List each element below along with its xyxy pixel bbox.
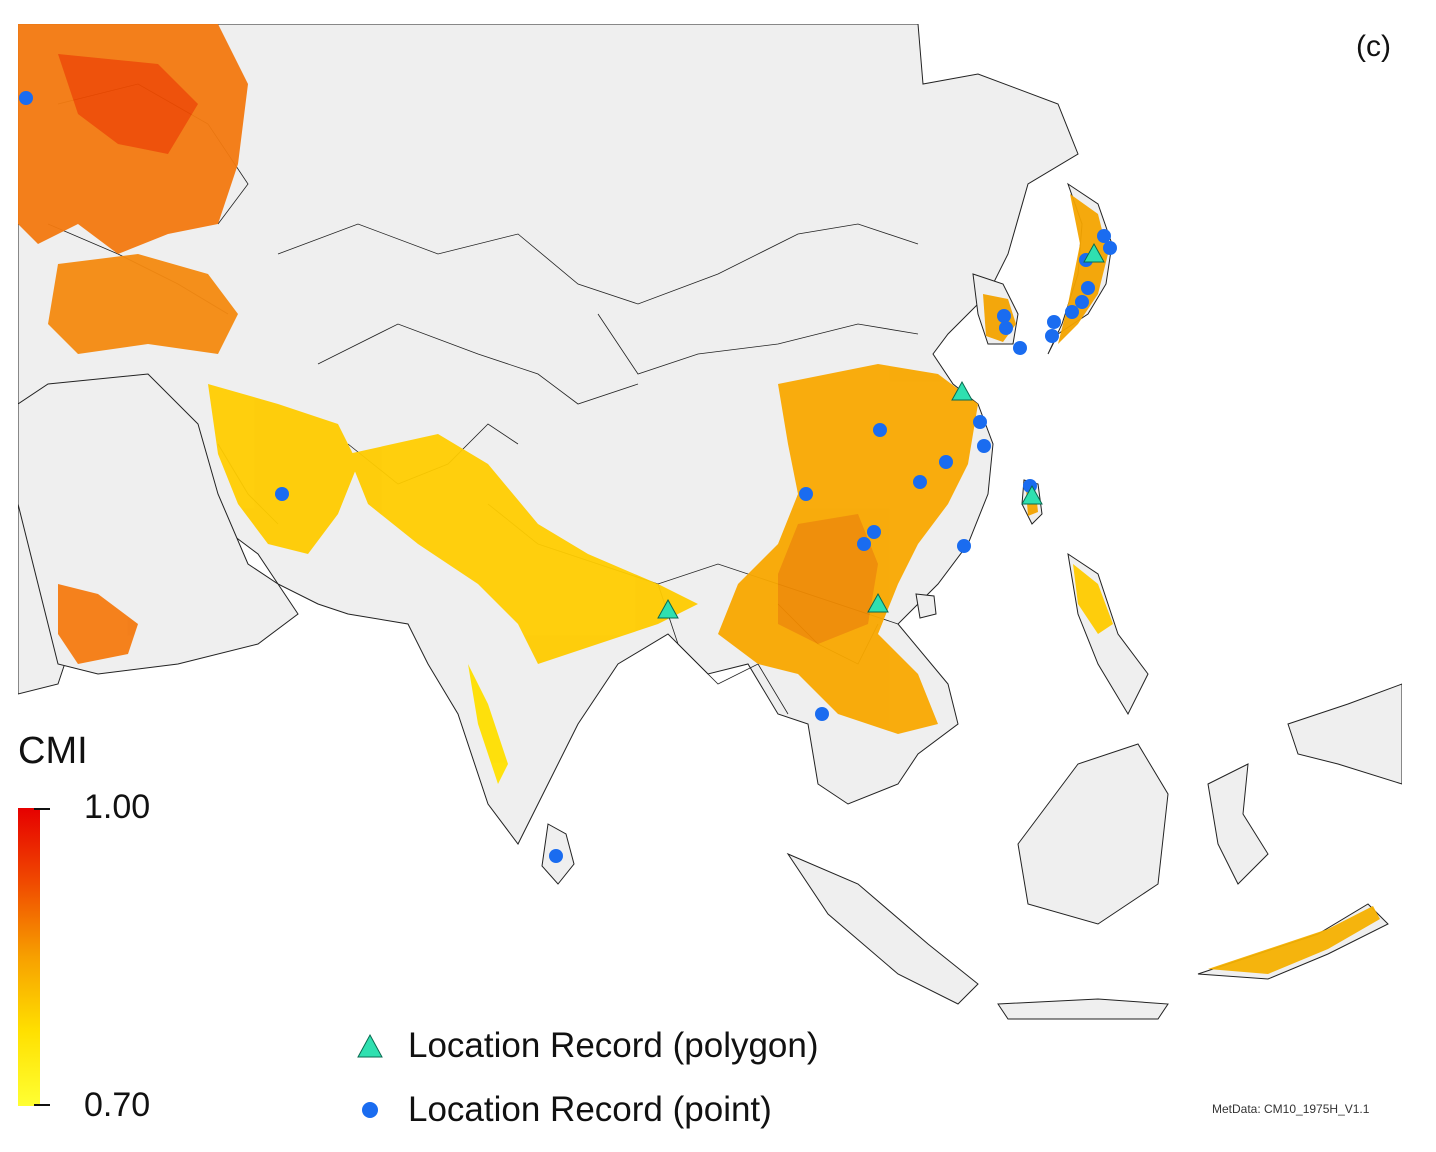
polygon-records-layer (657, 242, 1105, 619)
colorbar-max-label: 1.00 (84, 788, 151, 826)
landmass-new-guinea (1287, 683, 1402, 785)
metadata-label: MetData: CM10_1975H_V1.1 (1212, 1102, 1370, 1116)
point-record-marker (939, 455, 953, 469)
point-records-layer (19, 91, 1117, 863)
suitability-china-core (778, 514, 878, 644)
legend-title: CMI (18, 730, 88, 772)
point-record-marker (815, 707, 829, 721)
point-record-marker (19, 91, 33, 105)
point-record-marker (1065, 305, 1079, 319)
suitability-sunda (1208, 906, 1380, 974)
suitability-himalaya (348, 434, 698, 664)
polygon-record-marker (867, 592, 889, 613)
key-polygon-label: Location Record (polygon) (408, 1026, 819, 1065)
polygon-record-marker (1021, 484, 1043, 505)
suitability-europe-core (58, 54, 198, 154)
point-record-marker (999, 321, 1013, 335)
suitability-philippines (1073, 564, 1113, 634)
point-record-marker (1013, 341, 1027, 355)
key-point-label: Location Record (point) (408, 1090, 772, 1129)
key-point-row: Location Record (point) (356, 1090, 772, 1130)
colorbar-min-label: 0.70 (84, 1086, 151, 1124)
map-canvas (18, 24, 1402, 1020)
point-record-marker (997, 309, 1011, 323)
point-record-marker (873, 423, 887, 437)
colorbar-tick-min (34, 1104, 50, 1106)
triangle-icon (357, 1033, 383, 1058)
colorbar-tick-max (34, 808, 50, 810)
suitability-iran (208, 384, 358, 554)
point-record-marker (867, 525, 881, 539)
point-record-marker (1047, 315, 1061, 329)
landmass-borneo (1017, 743, 1169, 925)
point-record-marker (549, 849, 563, 863)
point-record-marker (857, 537, 871, 551)
point-record-marker (957, 539, 971, 553)
point-record-marker (1045, 329, 1059, 343)
point-record-marker (1081, 281, 1095, 295)
cmi-colorbar (18, 808, 40, 1106)
point-record-marker (973, 415, 987, 429)
key-polygon-row: Location Record (polygon) (356, 1026, 819, 1066)
point-record-marker (799, 487, 813, 501)
panel-label: (c) (1356, 30, 1391, 63)
suitability-india-west (468, 664, 508, 784)
suitability-turkey (48, 254, 238, 354)
polygon-record-marker (1083, 242, 1105, 263)
suitability-arabia-sw (58, 584, 138, 664)
point-record-marker (1103, 241, 1117, 255)
polygon-record-marker (951, 380, 973, 401)
point-record-marker (1075, 295, 1089, 309)
point-record-marker (275, 487, 289, 501)
polygon-record-marker (657, 598, 679, 619)
point-record-marker (1097, 229, 1111, 243)
cmi-suitability-layer (18, 24, 1380, 974)
landmass-sumatra (786, 852, 979, 1005)
point-record-marker (977, 439, 991, 453)
point-record-marker (913, 475, 927, 489)
landmass-hainan (915, 593, 937, 619)
circle-icon (362, 1102, 378, 1118)
landmass-java (997, 998, 1169, 1020)
landmass-sulawesi (1207, 763, 1269, 885)
map-panel: (c) (18, 24, 1402, 1134)
